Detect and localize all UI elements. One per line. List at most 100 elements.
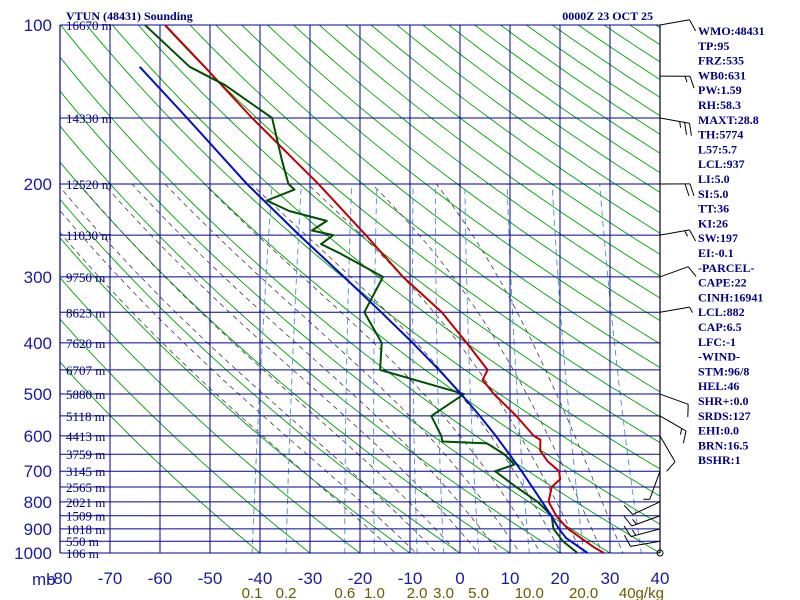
index-item: FRZ:535 (698, 54, 744, 68)
mixing-ratio-lines (251, 183, 642, 553)
index-item: WMO:48431 (698, 24, 765, 38)
dry-adiabat-line (318, 25, 660, 277)
moist-adiabat-line (60, 210, 417, 553)
temperature-tick-label: -10 (398, 569, 423, 588)
dry-adiabats (60, 25, 660, 553)
pressure-tick-label: 100 (24, 16, 52, 35)
index-item: KI:26 (698, 216, 728, 230)
mixing-ratio-tick-labels: 0.1 0.2 0.6 1.0 2.0 3.0 5.0 10.0 20.0 40g/kg (242, 585, 664, 600)
wind-barb-staff (649, 471, 661, 500)
index-item: LCL:882 (698, 305, 745, 319)
dry-adiabat-line (60, 277, 361, 553)
height-label: 1509 m (66, 509, 105, 524)
mixing-ratio-tick-label: 0.6 (334, 585, 355, 600)
moist-adiabat-line (60, 186, 438, 553)
index-item: TT:36 (698, 202, 729, 216)
index-item: RH:58.3 (698, 98, 741, 112)
mixing-ratio-line (285, 183, 302, 553)
wind-barb-half-flag (631, 529, 637, 536)
wind-barb-flag (682, 430, 687, 444)
height-label: 16670 m (66, 18, 112, 33)
wind-barb-staff (630, 540, 661, 547)
moist-adiabat-line (60, 231, 396, 553)
wind-barb-staff (632, 501, 661, 515)
dry-adiabat-line (111, 25, 660, 470)
temperature-tick-label: -20 (348, 569, 373, 588)
temperature-tick-label: 30 (601, 569, 620, 588)
index-item: PW:1.59 (698, 83, 742, 97)
height-label: 5118 m (66, 409, 105, 424)
wind-barb-flag (684, 183, 690, 197)
height-label: 2565 m (66, 480, 105, 495)
mixing-ratio-tick-label: 1.0 (364, 585, 385, 600)
wind-barb-half-flag (632, 518, 637, 525)
wind-barb-half-flag (679, 121, 682, 128)
dry-adiabat-line (60, 237, 411, 553)
sounding-time: 0000Z 23 OCT 25 (562, 9, 653, 23)
moist-adiabat-line (103, 183, 479, 553)
dry-adiabat-line (241, 25, 660, 345)
pressure-tick-label: 300 (24, 268, 52, 287)
dewpoint-line (144, 25, 579, 553)
dry-adiabat-line (344, 25, 660, 255)
wind-barb-flag (623, 515, 633, 527)
wind-barb-staff (659, 306, 690, 313)
height-label: 9750 m (66, 270, 105, 285)
dry-adiabat-line (266, 25, 660, 322)
wind-barb-flag (623, 525, 632, 537)
height-label: 106 m (66, 546, 99, 561)
height-label: 4413 m (66, 429, 105, 444)
temperature-tick-label: 0 (455, 569, 464, 588)
dry-adiabat-line (60, 125, 561, 553)
index-item: TP:95 (698, 39, 729, 53)
index-item: L57:5.7 (698, 142, 737, 156)
index-item: HEL:46 (698, 379, 739, 393)
dry-adiabat-line (60, 361, 261, 553)
height-label: 550 m (66, 534, 99, 549)
mixing-ratio-line (373, 183, 378, 553)
wind-barb-half-flag (689, 306, 694, 313)
temperature-tick-label: 40 (651, 569, 670, 588)
height-label: 14330 m (66, 111, 112, 126)
moist-adiabat-line (131, 183, 500, 553)
mixing-ratio-tick-label: 20.0 (569, 585, 598, 600)
indices-panel: WMO:48431TP:95FRZ:535WB0:631PW:1.59RH:58… (698, 24, 765, 467)
height-label: 7620 m (66, 336, 105, 351)
wind-barb-staff (659, 393, 689, 405)
mixing-ratio-tick-label: 10.0 (515, 585, 544, 600)
dry-adiabat-line (163, 25, 660, 418)
wind-barb-flag (623, 535, 631, 547)
index-item: SW:197 (698, 231, 738, 245)
wind-barb-flag (666, 461, 676, 472)
wind-barb-flag (689, 183, 695, 197)
isotherms (60, 25, 660, 553)
temperature-tick-label: -50 (198, 569, 223, 588)
pressure-tick-label: 400 (24, 334, 52, 353)
index-item: CAP:6.5 (698, 320, 742, 334)
index-item: -PARCEL- (698, 261, 754, 275)
index-item: BRN:16.5 (698, 438, 748, 452)
wind-barb-flag (623, 504, 634, 515)
pressure-tick-label: 500 (24, 385, 52, 404)
moist-adiabat-line (164, 183, 521, 553)
parcel-line (138, 66, 589, 553)
temperature-tick-label: -60 (148, 569, 173, 588)
index-item: EI:-0.1 (698, 246, 734, 260)
mixing-ratio-tick-label: 0.2 (276, 585, 297, 600)
wind-barb-calm (656, 549, 664, 557)
temperature-tick-label: -30 (298, 569, 323, 588)
dry-adiabat-line (189, 25, 660, 393)
wind-barb-flag (689, 76, 695, 89)
dry-adiabat-line (60, 198, 461, 553)
pressure-tick-label: 200 (24, 175, 52, 194)
height-label: 3145 m (66, 464, 105, 479)
index-item: LFC:-1 (698, 335, 736, 349)
mixing-ratio-tick-label: 2.0 (407, 585, 428, 600)
height-label: 3759 m (66, 447, 105, 462)
dry-adiabat-line (60, 318, 311, 553)
index-item: WB0:631 (698, 68, 746, 82)
height-labels: 16670 m 14330 m 12520 m 11030 m 9750 m 8623 m… (66, 18, 112, 561)
dry-adiabat-line (292, 25, 660, 299)
temperature-tick-label: 10 (501, 569, 520, 588)
wind-barb-staff (659, 229, 690, 236)
